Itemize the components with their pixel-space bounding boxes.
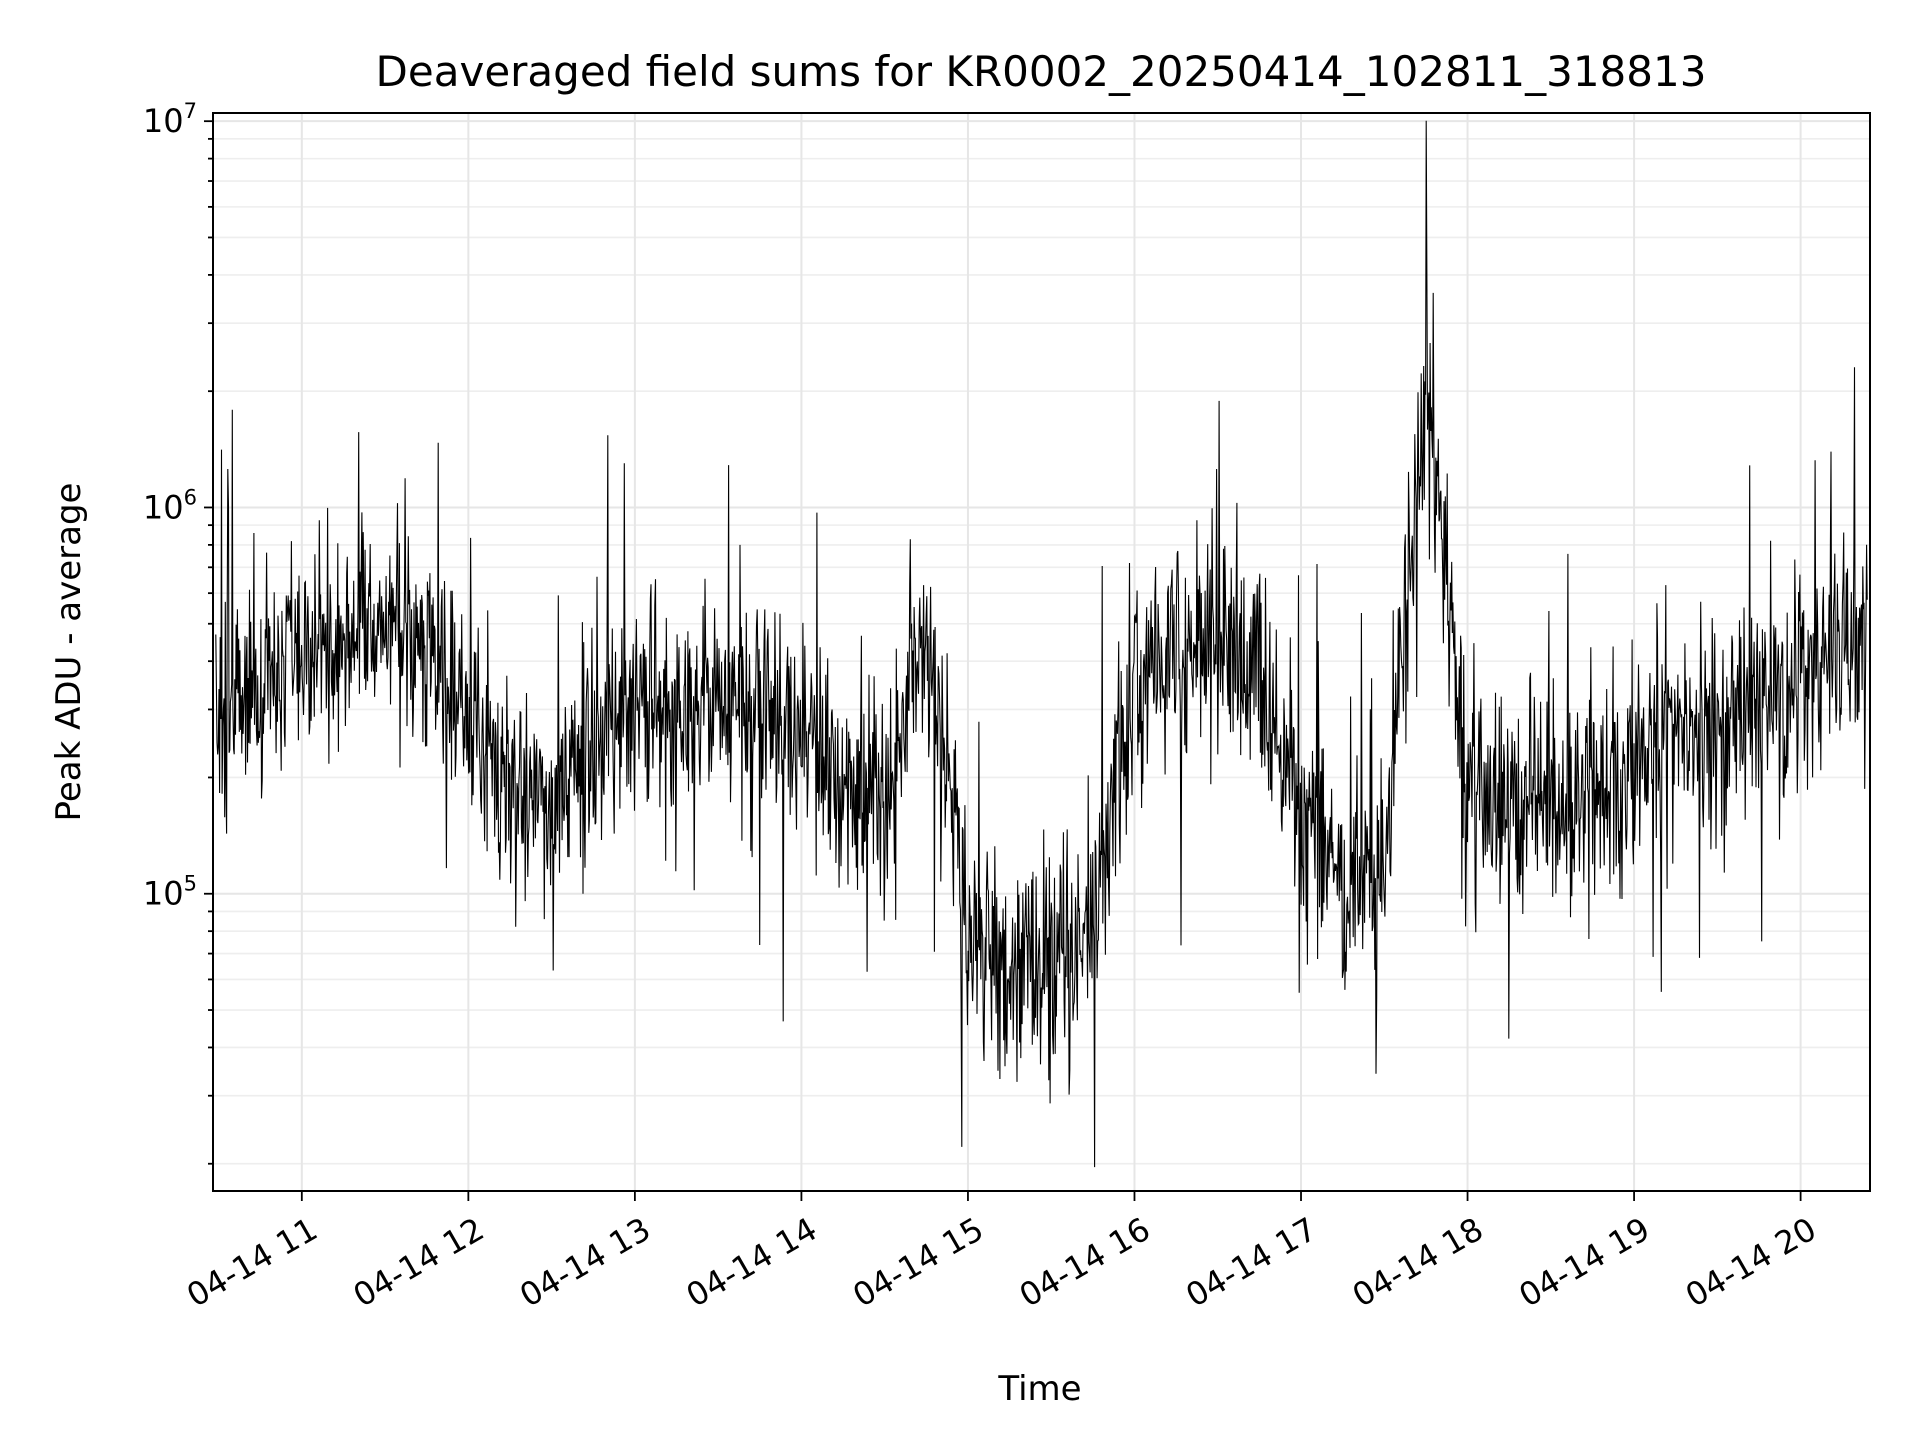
series-line (215, 120, 1868, 1168)
y-tick-label-base: 10 (143, 875, 184, 913)
y-tick-label-exponent: 7 (184, 99, 197, 123)
y-tick-label-exponent: 5 (184, 872, 197, 896)
y-tick-label-base: 10 (143, 488, 184, 526)
y-tick-label-exponent: 6 (184, 485, 197, 509)
chart-title: Deaveraged field sums for KR0002_2025041… (376, 47, 1707, 96)
y-tick-label-base: 10 (143, 102, 184, 140)
y-axis-label: Peak ADU - average (49, 483, 89, 822)
series-layer (215, 120, 1868, 1168)
y-tick-label: 107 (143, 99, 197, 140)
grid (213, 113, 1870, 1191)
y-tick-label: 106 (143, 485, 197, 526)
plot-area-frame (212, 112, 1871, 1192)
x-axis-label: Time (997, 1369, 1081, 1409)
y-tick-label: 105 (143, 872, 197, 913)
